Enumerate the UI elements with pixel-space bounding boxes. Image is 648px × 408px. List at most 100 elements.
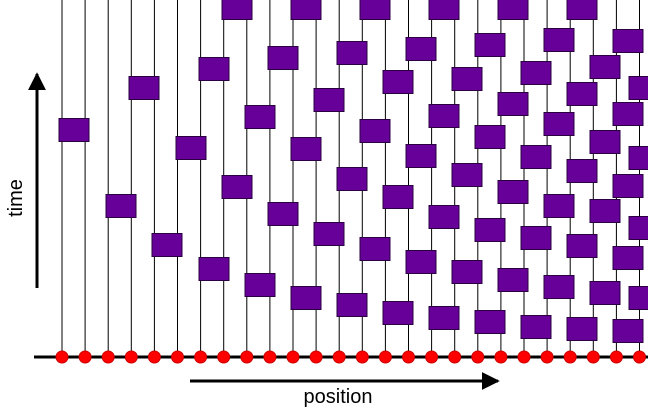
particle-dot — [402, 350, 415, 364]
event-block — [58, 118, 90, 142]
event-block — [105, 194, 137, 218]
event-block — [405, 37, 437, 61]
event-block — [474, 125, 506, 149]
event-block — [520, 61, 552, 85]
event-block — [336, 41, 368, 65]
particle-dot — [494, 350, 508, 364]
event-block — [428, 205, 460, 229]
event-block — [290, 286, 322, 310]
event-block — [267, 46, 299, 70]
particle-dot — [171, 350, 184, 364]
event-block — [628, 76, 648, 100]
event-block — [497, 180, 529, 204]
event-block — [359, 119, 391, 143]
event-blocks — [58, 0, 648, 343]
event-block — [198, 57, 230, 81]
event-block — [589, 55, 621, 79]
event-block — [497, 92, 529, 116]
event-block — [151, 233, 183, 257]
particle-dot — [240, 350, 254, 364]
event-block — [359, 237, 391, 261]
event-block — [628, 216, 648, 240]
particle-dot — [124, 350, 138, 364]
particle-dot — [609, 350, 623, 364]
event-block — [244, 105, 276, 129]
particle-dot — [517, 350, 531, 364]
event-block — [221, 175, 253, 199]
event-block — [543, 275, 575, 299]
event-block — [451, 260, 483, 284]
event-block — [175, 136, 207, 160]
particle-dot — [147, 350, 161, 364]
event-block — [520, 315, 552, 339]
y-axis-label: time — [5, 179, 27, 217]
event-block — [543, 194, 575, 218]
event-block — [474, 310, 506, 334]
particle-dot — [586, 350, 600, 364]
event-block — [543, 112, 575, 136]
particle-dot — [309, 350, 323, 364]
particle-dot — [332, 350, 346, 364]
event-block — [451, 163, 483, 187]
event-block — [589, 281, 621, 305]
event-block — [336, 167, 368, 191]
particle-dot — [55, 350, 69, 364]
particle-dot — [286, 350, 300, 364]
particle-dot — [217, 350, 231, 364]
event-block — [566, 317, 598, 341]
particle-dot — [263, 350, 277, 364]
particle-dots — [55, 350, 646, 364]
event-block — [382, 301, 414, 325]
event-block — [221, 0, 253, 20]
event-block — [290, 137, 322, 161]
event-block — [520, 226, 552, 250]
event-block — [497, 268, 529, 292]
particle-dot — [540, 350, 554, 364]
event-block — [566, 234, 598, 258]
event-block — [313, 88, 345, 112]
particle-dot — [194, 350, 208, 364]
event-block — [612, 102, 644, 126]
event-block — [428, 0, 460, 20]
event-block — [589, 130, 621, 154]
event-block — [359, 0, 391, 20]
event-block — [628, 146, 648, 170]
x-axis-label: position — [304, 386, 373, 408]
event-block — [428, 306, 460, 330]
event-block — [474, 33, 506, 57]
particle-dot — [471, 350, 485, 364]
event-block — [520, 145, 552, 169]
event-block — [543, 28, 575, 52]
particle-dot — [355, 350, 369, 364]
event-block — [198, 257, 230, 281]
event-block — [612, 246, 644, 270]
particle-dot — [378, 350, 392, 364]
event-block — [474, 218, 506, 242]
event-block — [336, 293, 368, 317]
particle-dot — [563, 350, 577, 364]
particle-dot — [425, 350, 439, 364]
event-block — [612, 174, 644, 198]
event-block — [612, 319, 644, 343]
event-block — [428, 104, 460, 128]
event-block — [267, 202, 299, 226]
event-block — [405, 144, 437, 168]
event-block — [566, 0, 598, 20]
event-block — [566, 159, 598, 183]
event-block — [290, 0, 322, 20]
event-block — [451, 67, 483, 91]
event-block — [382, 185, 414, 209]
event-block — [566, 82, 598, 106]
particle-dot — [101, 350, 115, 364]
event-block — [244, 273, 276, 297]
event-block — [612, 29, 644, 53]
particle-dot — [448, 350, 462, 364]
event-block — [405, 250, 437, 274]
event-block — [382, 70, 414, 94]
event-block — [497, 0, 529, 20]
particle-dot — [633, 350, 646, 364]
event-block — [628, 286, 648, 310]
particle-dot — [78, 350, 92, 364]
event-block — [128, 76, 160, 100]
